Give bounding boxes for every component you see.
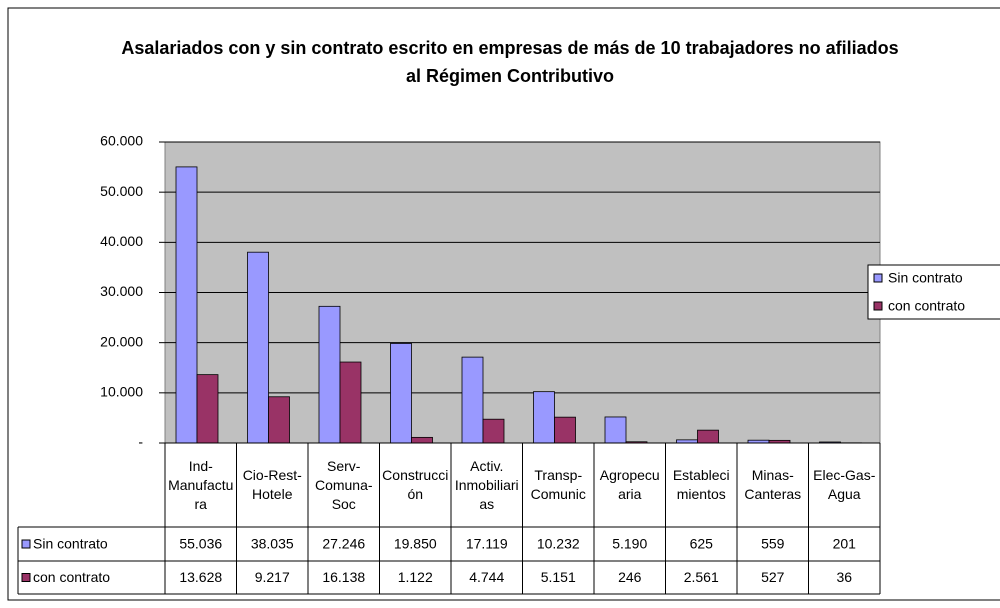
bar	[461, 356, 484, 444]
y-tick-label: 60.000	[100, 133, 143, 149]
legend-label: con contrato	[888, 298, 965, 314]
data-label: 201	[833, 536, 857, 552]
legend-label: Sin contrato	[888, 270, 963, 286]
category-label: Establecimientos	[672, 467, 730, 502]
y-tick-label: -	[138, 434, 143, 450]
bar	[175, 166, 198, 444]
data-label: 38.035	[251, 536, 294, 552]
bar	[318, 305, 341, 444]
y-tick-label: 40.000	[100, 233, 143, 249]
data-label: 19.850	[394, 536, 437, 552]
data-label: 4.744	[469, 569, 504, 585]
legend-key	[873, 301, 883, 311]
bar	[604, 416, 627, 444]
category-label: Elec-Gas-Agua	[813, 467, 876, 502]
data-label: 36	[836, 569, 852, 585]
data-label: 559	[761, 536, 785, 552]
data-label: 246	[618, 569, 642, 585]
category-label: Transp-Comunic	[530, 467, 586, 502]
chart-title: Asalariados con y sin contrato escrito e…	[121, 38, 899, 86]
category-label: Activ. Inmobiliarias	[454, 457, 519, 512]
category-label: Construcción	[382, 467, 449, 502]
data-label: 2.561	[684, 569, 719, 585]
data-label: 13.628	[179, 569, 222, 585]
y-tick-label: 50.000	[100, 183, 143, 199]
data-label: 5.151	[541, 569, 576, 585]
bar	[697, 429, 719, 444]
table-series-name: con contrato	[33, 569, 110, 585]
data-label: 16.138	[322, 569, 365, 585]
data-label: 55.036	[179, 536, 222, 552]
data-label: 9.217	[255, 569, 290, 585]
legend-key	[873, 273, 883, 283]
category-label: Agropecuaria	[599, 467, 660, 502]
y-tick-label: 10.000	[100, 384, 143, 400]
data-label: 1.122	[398, 569, 433, 585]
category-label: Cio-Rest-Hotele	[242, 467, 302, 502]
category-label: Ind-Manufactura	[168, 457, 234, 512]
bar	[268, 396, 290, 444]
bar	[390, 343, 412, 444]
data-label: 10.232	[537, 536, 580, 552]
data-label: 527	[761, 569, 785, 585]
bar	[196, 374, 219, 444]
y-tick-label: 20.000	[100, 333, 143, 349]
category-label: Minas-Canteras	[744, 467, 802, 502]
bar	[339, 361, 362, 444]
bar	[247, 251, 269, 444]
legend-key	[21, 539, 31, 549]
data-label: 27.246	[322, 536, 365, 552]
data-label: 5.190	[612, 536, 647, 552]
table-series-name: Sin contrato	[33, 536, 108, 552]
category-label: Serv-Comuna-Soc	[314, 457, 373, 512]
data-label: 625	[690, 536, 714, 552]
y-tick-label: 30.000	[100, 283, 143, 299]
bar	[554, 416, 576, 444]
legend-box	[867, 264, 1000, 320]
legend-key	[21, 573, 31, 582]
bar	[482, 418, 505, 444]
data-label: 17.119	[466, 536, 508, 552]
bar	[533, 391, 555, 444]
